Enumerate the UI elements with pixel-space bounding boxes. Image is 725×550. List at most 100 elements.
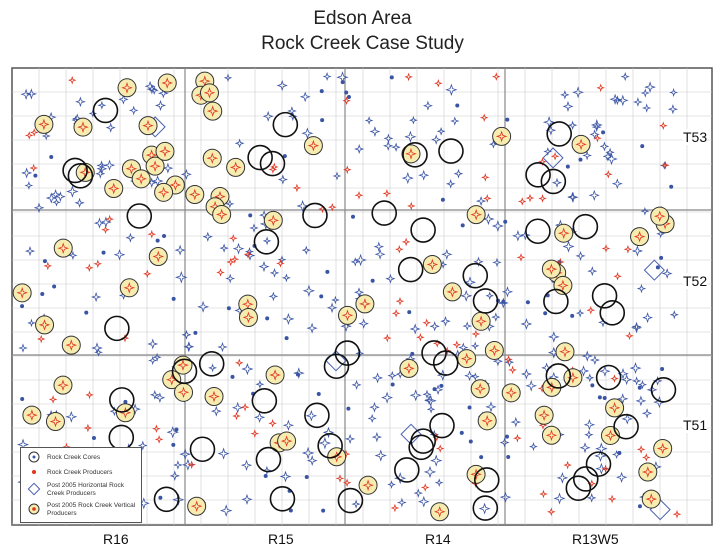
well-star xyxy=(288,111,298,122)
legend-symbol xyxy=(32,470,36,474)
well-star xyxy=(445,178,456,189)
vertical-producer xyxy=(204,386,224,406)
well-star xyxy=(575,138,587,151)
well-star xyxy=(420,483,430,492)
well-star xyxy=(633,230,646,243)
vertical-producer xyxy=(263,210,283,230)
vertical-producer xyxy=(104,178,124,198)
core-circle xyxy=(473,467,500,493)
well-star xyxy=(208,363,218,373)
well-star xyxy=(162,162,174,174)
core-dot xyxy=(351,214,356,219)
well-star xyxy=(341,309,354,322)
well-star xyxy=(16,287,28,299)
well-star xyxy=(409,323,421,335)
well-star xyxy=(177,359,189,371)
well-star xyxy=(57,379,69,391)
well-star xyxy=(616,471,628,483)
well-star xyxy=(387,370,398,381)
core-dot xyxy=(319,89,324,94)
well-star xyxy=(93,259,103,269)
vertical-producer xyxy=(534,405,554,425)
well-star xyxy=(422,389,432,399)
core-dot xyxy=(316,392,321,397)
well-star xyxy=(391,309,401,318)
well-star xyxy=(335,474,345,483)
well-star xyxy=(373,241,385,252)
well-star xyxy=(91,342,103,354)
well-star xyxy=(563,460,572,470)
well-star xyxy=(508,365,517,375)
well-star xyxy=(395,245,404,254)
well-star xyxy=(277,174,288,185)
vertical-producer xyxy=(554,223,574,243)
well-star xyxy=(460,352,473,365)
well-star xyxy=(586,305,596,315)
range-label: R13W5 xyxy=(572,531,619,547)
core-circle xyxy=(259,150,286,177)
well-star xyxy=(551,177,562,188)
well-star xyxy=(591,122,602,132)
well-star xyxy=(38,319,51,331)
vertical-producer xyxy=(492,126,512,146)
core-circle xyxy=(272,111,299,138)
vertical-producer xyxy=(212,204,232,224)
well-star xyxy=(149,85,159,95)
well-star xyxy=(395,296,405,306)
legend-label: Rock Creek Cores xyxy=(47,454,101,461)
well-star xyxy=(430,454,443,467)
core-dot xyxy=(440,197,445,202)
core-dot xyxy=(155,238,160,243)
well-star xyxy=(623,245,633,254)
well-star xyxy=(57,242,69,254)
well-star xyxy=(67,75,77,85)
well-star xyxy=(105,214,114,224)
well-star xyxy=(581,350,593,362)
well-star xyxy=(538,157,547,167)
well-star xyxy=(49,415,62,428)
well-star xyxy=(504,355,513,364)
well-star xyxy=(107,182,120,195)
well-star xyxy=(429,321,440,332)
well-star xyxy=(113,248,126,261)
well-star xyxy=(617,94,629,107)
well-star xyxy=(301,245,311,255)
well-star xyxy=(354,253,367,267)
well-star xyxy=(84,263,94,273)
well-star xyxy=(100,216,112,228)
well-star xyxy=(306,455,318,467)
well-star xyxy=(416,333,425,342)
well-star xyxy=(282,312,295,326)
well-star xyxy=(409,115,418,125)
township-label: T52 xyxy=(683,273,708,289)
well-star xyxy=(433,505,446,518)
legend-label: Post 2005 Rock Creek Vertical Producers xyxy=(47,502,136,517)
well-star xyxy=(409,389,422,402)
well-star xyxy=(241,493,253,505)
well-star xyxy=(607,494,617,504)
well-star xyxy=(440,316,451,327)
core-circle xyxy=(92,97,119,124)
well-star xyxy=(45,192,57,204)
core-dot xyxy=(660,366,665,371)
well-star xyxy=(157,186,170,199)
core-dot xyxy=(171,442,176,447)
well-star xyxy=(642,466,654,478)
well-star xyxy=(330,451,343,463)
core-dot xyxy=(590,383,595,388)
well-star xyxy=(470,208,482,221)
core-circle xyxy=(462,262,489,289)
well-star xyxy=(404,72,413,82)
vertical-producer xyxy=(61,335,81,355)
well-star xyxy=(403,362,415,375)
core-circle xyxy=(410,217,436,243)
well-star xyxy=(240,459,253,471)
well-star xyxy=(228,234,238,243)
well-star xyxy=(203,87,216,99)
well-star xyxy=(125,162,138,175)
core-dot xyxy=(344,90,349,95)
well-star xyxy=(177,386,190,399)
well-star xyxy=(497,297,509,309)
core-dot xyxy=(320,118,325,123)
well-star xyxy=(118,94,129,105)
